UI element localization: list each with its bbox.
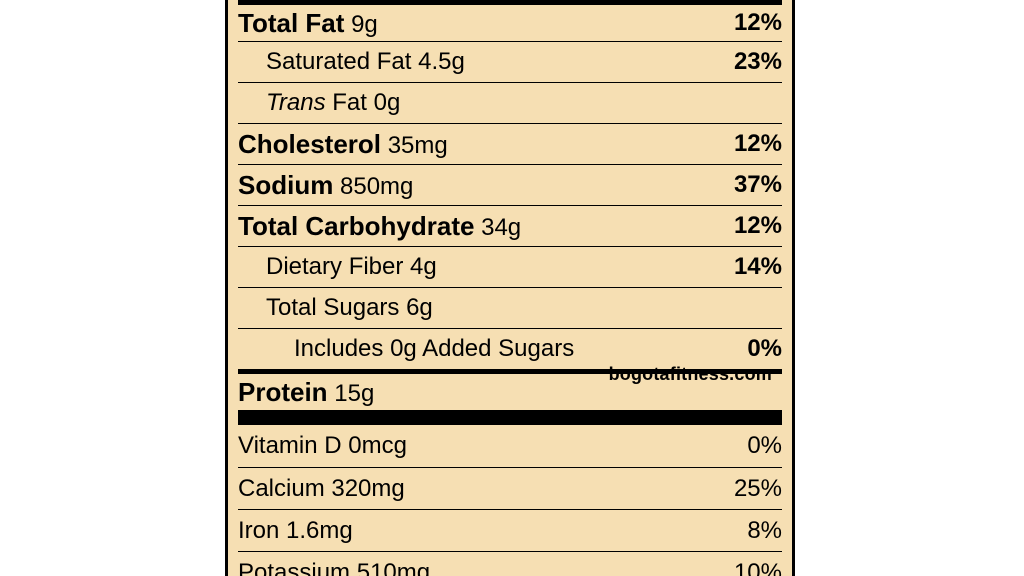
amount: 15g (334, 380, 374, 407)
amount: 4.5g (418, 48, 465, 75)
name: Vitamin D (238, 432, 342, 459)
pct: 37% (734, 171, 782, 199)
pct: 0% (747, 335, 782, 363)
row-sat-fat: Saturated Fat 4.5g 23% (238, 41, 782, 82)
name: Total Sugars (266, 294, 399, 321)
pct: 25% (734, 475, 782, 503)
row-total-fat: Total Fat 9g 12% (238, 0, 782, 41)
amount: 0mcg (348, 432, 407, 459)
pct: 12% (734, 212, 782, 240)
name: Calcium (238, 475, 325, 502)
amount: 0g Added Sugars (390, 335, 574, 362)
name: Includes (294, 335, 383, 362)
name: Potassium (238, 559, 350, 576)
pct: 12% (734, 9, 782, 37)
amount: 4g (410, 253, 437, 280)
row-calcium: Calcium 320mg 25% (238, 467, 782, 509)
pct: 8% (747, 517, 782, 545)
name: Dietary Fiber (266, 253, 403, 280)
name: Protein (238, 377, 328, 407)
row-fiber: Dietary Fiber 4g 14% (238, 246, 782, 287)
pct: 12% (734, 130, 782, 158)
name-prefix: Trans (266, 89, 326, 116)
pct: 0% (747, 432, 782, 460)
name: Total Carbohydrate (238, 211, 474, 241)
amount: 6g (406, 294, 433, 321)
name: Cholesterol (238, 129, 381, 159)
row-sodium: Sodium 850mg 37% (238, 164, 782, 205)
amount: 9g (351, 11, 378, 38)
row-vitd: Vitamin D 0mcg 0% (238, 425, 782, 467)
row-potassium: Potassium 510mg 10% (238, 551, 782, 576)
amount: 510mg (357, 559, 430, 576)
amount: 320mg (331, 475, 404, 502)
nutrition-facts-panel: Total Fat 9g 12% Saturated Fat 4.5g 23% … (225, 0, 795, 576)
pct: 23% (734, 48, 782, 76)
row-protein: Protein 15g (238, 369, 782, 410)
row-iron: Iron 1.6mg 8% (238, 509, 782, 551)
name-suffix: Fat (326, 89, 367, 116)
row-sugars: Total Sugars 6g (238, 287, 782, 328)
amount: 34g (481, 214, 521, 241)
pct: 14% (734, 253, 782, 281)
name: Total Fat (238, 8, 344, 38)
row-cholesterol: Cholesterol 35mg 12% (238, 123, 782, 164)
name: Sodium (238, 170, 333, 200)
amount: 0g (374, 89, 401, 116)
amount: 35mg (388, 132, 448, 159)
name: Iron (238, 517, 279, 544)
separator-bar (238, 410, 782, 425)
amount: 1.6mg (286, 517, 353, 544)
name: Saturated Fat (266, 48, 411, 75)
pct: 10% (734, 559, 782, 576)
row-added-sugars: Includes 0g Added Sugars 0% (238, 328, 782, 369)
row-total-carb: Total Carbohydrate 34g 12% (238, 205, 782, 246)
row-trans-fat: Trans Fat 0g (238, 82, 782, 123)
amount: 850mg (340, 173, 413, 200)
